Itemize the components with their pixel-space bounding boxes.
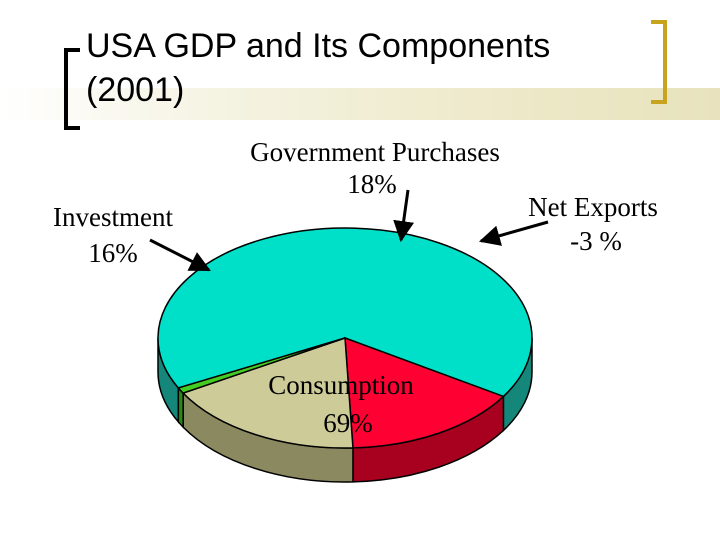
net-exports-value: -3 % [570,226,622,256]
pie-slice-government-purchases [181,336,354,449]
net-exports-arrow [478,220,549,246]
pie-slice-consumption [157,227,533,398]
government-purchases-label: Government Purchases [250,137,500,167]
slide-title-line1: USA GDP and Its Components [86,27,551,65]
title-accent-bar [0,88,720,120]
government-purchases-value: 18% [347,169,397,199]
right-bracket-decoration [651,20,667,104]
slide-title-line2: (2001) [86,71,185,109]
slide-title: USA GDP and Its Components (2001) [86,24,646,112]
investment-arrow [149,238,211,272]
consumption-label: Consumption [268,370,414,400]
investment-value: 16% [88,238,138,268]
pie-slice-net-exports [177,337,346,394]
pie-side-net-exports [177,385,184,429]
left-bracket-decoration [64,48,80,130]
investment-label: Investment [53,202,173,232]
government-purchases-arrow [393,189,415,243]
pie-body [157,227,533,483]
pie-slice-investment [344,336,505,449]
net-exports-label: Net Exports [528,192,658,222]
consumption-value: 69% [323,408,373,438]
